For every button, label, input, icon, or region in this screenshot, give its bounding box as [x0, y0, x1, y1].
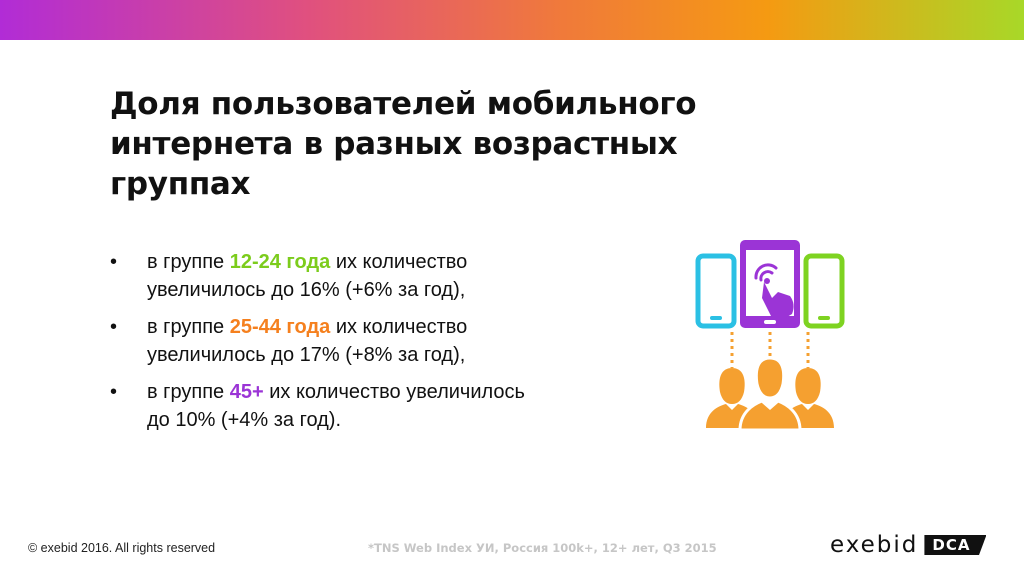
- bullet-prefix: в группе: [147, 251, 230, 273]
- age-group-label: 12-24 года: [229, 251, 331, 273]
- exebid-dca-logo: exebid DCA: [830, 532, 987, 558]
- logo-tag: DCA: [924, 535, 987, 555]
- bullet-item-25-44: • в группе 25-44 года их количество увел…: [110, 313, 550, 369]
- bullet-item-45-plus: • в группе 45+ их количество увеличилось…: [110, 378, 550, 434]
- bullet-marker: •: [110, 251, 118, 273]
- right-phone-icon: [803, 253, 845, 329]
- bullet-prefix: в группе: [147, 381, 230, 403]
- hand-pointer-icon: [762, 282, 794, 320]
- bullet-suffix: их количество увеличилось до 16% (+6% за…: [147, 251, 468, 301]
- bullet-marker: •: [110, 316, 118, 338]
- slide-title: Доля пользователей мобильного интернета …: [110, 86, 697, 202]
- source-note: *TNS Web Index УИ, Россия 100k+, 12+ лет…: [368, 541, 717, 555]
- bullet-prefix: в группе: [147, 316, 230, 338]
- logo-word: exebid: [830, 532, 919, 558]
- mobile-users-illustration: [692, 236, 848, 432]
- left-phone-icon: [695, 253, 737, 329]
- bullet-item-12-24: • в группе 12-24 года их количество увел…: [110, 248, 550, 304]
- top-gradient-bar: [0, 0, 1024, 40]
- bullet-marker: •: [110, 381, 118, 403]
- age-group-label: 45+: [229, 381, 264, 403]
- bullet-suffix: их количество увеличилось до 17% (+8% за…: [147, 316, 468, 366]
- age-group-label: 25-44 года: [229, 316, 331, 338]
- bullet-suffix: их количество увеличилось до 10% (+4% за…: [147, 381, 525, 431]
- copyright-text: © exebid 2016. All rights reserved: [28, 541, 216, 555]
- bullet-list: • в группе 12-24 года их количество увел…: [110, 248, 550, 443]
- mobile-users-icon: [695, 240, 845, 432]
